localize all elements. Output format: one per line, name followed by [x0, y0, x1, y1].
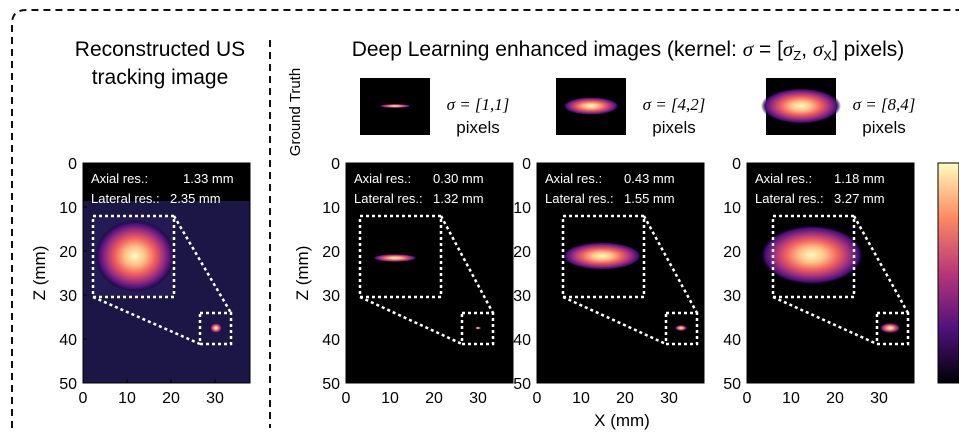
y-tick-label: 10 [513, 200, 531, 217]
y-tick-label: 50 [513, 376, 531, 393]
y-tick-label: 10 [59, 200, 77, 217]
blob [210, 323, 222, 333]
y-tick-label: 20 [513, 244, 531, 261]
x-axis-label: X (mm) [594, 411, 650, 430]
figure: Reconstructed US tracking image Deep Lea… [0, 0, 959, 434]
y-tick-label: 50 [322, 376, 340, 393]
y-tick-label: 30 [513, 288, 531, 305]
annotation: Lateral res.: [91, 191, 160, 206]
left-title: tracking image [92, 66, 229, 89]
x-tick-label: 20 [162, 390, 180, 407]
y-tick-label: 40 [723, 332, 741, 349]
blob [761, 88, 841, 124]
x-tick-label: 0 [743, 390, 752, 407]
blob [379, 104, 411, 108]
sigma-unit: pixels [862, 118, 905, 137]
x-tick-label: 10 [381, 390, 399, 407]
x-tick-label: 10 [572, 390, 590, 407]
annotation: Lateral res.: [755, 191, 824, 206]
sigma-unit: pixels [652, 118, 695, 137]
x-tick-label: 0 [533, 390, 542, 407]
x-tick-label: 20 [826, 390, 844, 407]
y-tick-label: 0 [732, 156, 741, 173]
annotation: 0.30 mm [433, 171, 484, 186]
y-tick-label: 10 [723, 200, 741, 217]
colorbar [938, 163, 959, 383]
annotation: Lateral res.: [354, 191, 423, 206]
y-tick-label: 30 [59, 288, 77, 305]
y-axis-label: Z (mm) [293, 246, 312, 301]
x-tick-label: 10 [118, 390, 136, 407]
x-tick-label: 30 [206, 390, 224, 407]
y-tick-label: 10 [322, 200, 340, 217]
ground-truth-label: Ground Truth [287, 68, 304, 156]
annotation: 0.43 mm [624, 171, 675, 186]
y-tick-label: 30 [723, 288, 741, 305]
x-tick-label: 30 [870, 390, 888, 407]
annotation: Axial res.: [91, 171, 148, 186]
right-title: Deep Learning enhanced images (kernel: σ… [352, 37, 905, 63]
blob [562, 242, 642, 270]
blob [95, 220, 175, 292]
x-tick-label: 20 [616, 390, 634, 407]
blob [373, 254, 417, 262]
y-tick-label: 40 [322, 332, 340, 349]
blob [563, 97, 619, 115]
y-axis-label: Z (mm) [30, 246, 49, 301]
sigma-label: σ = [8,4] [853, 95, 916, 114]
y-tick-label: 20 [723, 244, 741, 261]
annotation: 1.33 mm [183, 171, 234, 186]
sigma-label: σ = [4,2] [643, 95, 706, 114]
y-tick-label: 20 [59, 244, 77, 261]
annotation: Axial res.: [545, 171, 602, 186]
x-tick-label: 10 [782, 390, 800, 407]
annotation: 2.35 mm [170, 191, 221, 206]
sigma-unit: pixels [456, 118, 499, 137]
annotation: Axial res.: [755, 171, 812, 186]
y-tick-label: 20 [322, 244, 340, 261]
y-tick-label: 50 [723, 376, 741, 393]
page: Reconstructed US tracking image Deep Lea… [0, 0, 959, 434]
x-tick-label: 30 [660, 390, 678, 407]
annotation: Axial res.: [354, 171, 411, 186]
x-tick-label: 0 [79, 390, 88, 407]
annotation: 1.18 mm [834, 171, 885, 186]
x-tick-label: 30 [469, 390, 487, 407]
x-tick-label: 20 [425, 390, 443, 407]
annotation: Lateral res.: [545, 191, 614, 206]
blob [880, 323, 900, 333]
annotation: 1.32 mm [433, 191, 484, 206]
y-tick-label: 0 [331, 156, 340, 173]
x-tick-label: 0 [342, 390, 351, 407]
annotation: 1.55 mm [624, 191, 675, 206]
y-tick-label: 40 [513, 332, 531, 349]
blob [475, 327, 481, 330]
blob [675, 325, 687, 331]
annotation: 3.27 mm [834, 191, 885, 206]
y-tick-label: 40 [59, 332, 77, 349]
left-title: Reconstructed US [75, 38, 245, 61]
y-tick-label: 0 [68, 156, 77, 173]
y-tick-label: 50 [59, 376, 77, 393]
y-tick-label: 0 [522, 156, 531, 173]
sigma-label: σ = [1,1] [447, 95, 510, 114]
y-tick-label: 30 [322, 288, 340, 305]
blob [760, 225, 864, 285]
